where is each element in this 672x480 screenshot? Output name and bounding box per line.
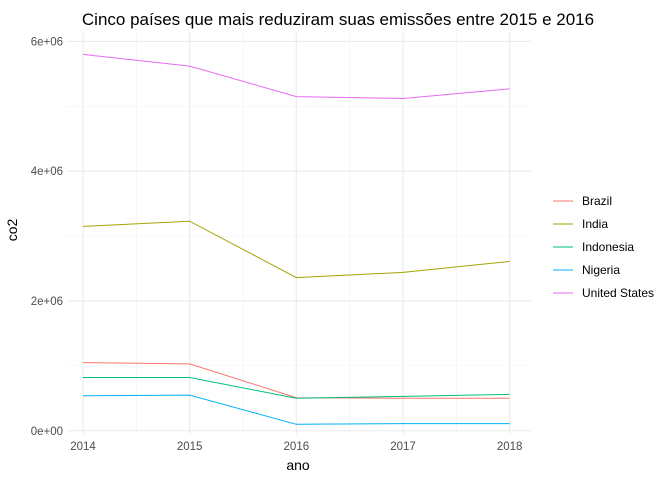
- x-axis-title: ano: [286, 457, 310, 473]
- y-axis-tick-labels: 0e+00 2e+06 4e+06 6e+06: [31, 36, 63, 437]
- series-line-indonesia: [83, 377, 510, 399]
- legend-item: Brazil: [553, 194, 612, 208]
- legend-label: Nigeria: [582, 263, 620, 277]
- series-lines: [82, 53, 510, 425]
- series-line-nigeria: [82, 394, 510, 425]
- x-tick-label: 2018: [497, 441, 523, 453]
- x-axis-tick-labels: 2014 2015 2016 2017 2018: [70, 441, 522, 453]
- legend-label: Indonesia: [582, 240, 634, 254]
- y-tick-label: 6e+06: [31, 36, 63, 48]
- legend-item: India: [553, 217, 608, 231]
- series-line-india: [82, 220, 510, 279]
- major-gridlines: [67, 33, 531, 434]
- x-tick-label: 2014: [70, 441, 96, 453]
- legend-item: United States: [553, 286, 654, 300]
- legend-label: United States: [582, 286, 654, 300]
- legend-item: Nigeria: [553, 263, 620, 277]
- series-line-united-states: [82, 53, 510, 100]
- x-tick-label: 2017: [390, 441, 416, 453]
- chart-title: Cinco países que mais reduziram suas emi…: [82, 10, 594, 29]
- legend-label: Brazil: [582, 194, 612, 208]
- y-axis-title: co2: [4, 219, 20, 242]
- legend-item: Indonesia: [553, 240, 634, 254]
- x-tick-label: 2016: [284, 441, 310, 453]
- series-line-brazil: [82, 362, 510, 399]
- minor-gridlines: [67, 33, 531, 434]
- legend-label: India: [582, 217, 608, 231]
- y-tick-label: 4e+06: [31, 166, 63, 178]
- x-tick-label: 2015: [177, 441, 203, 453]
- y-tick-label: 2e+06: [31, 296, 63, 308]
- legend: Brazil India Indonesia Nigeria United States: [553, 194, 654, 300]
- y-tick-label: 0e+00: [31, 426, 63, 438]
